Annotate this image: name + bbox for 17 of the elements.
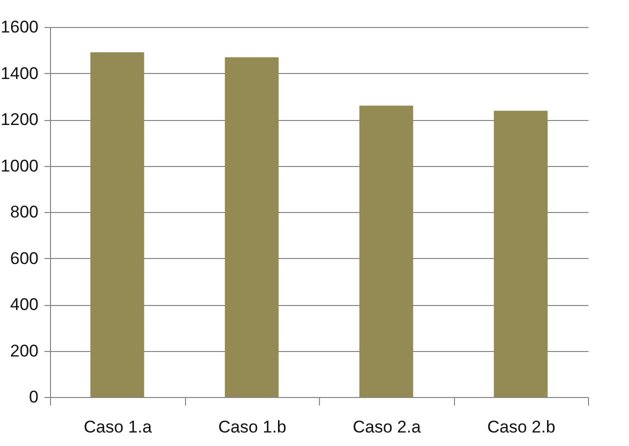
x-tick-label: Caso 2.a <box>352 418 422 436</box>
bar <box>224 57 279 397</box>
x-tick-label: Caso 2.b <box>487 418 556 436</box>
x-tick-label: Caso 1.b <box>218 418 286 436</box>
x-tick-label: Caso 1.a <box>84 418 152 436</box>
bar <box>359 106 414 397</box>
y-tick-label: 400 <box>10 295 38 314</box>
y-tick-label: 600 <box>10 248 38 268</box>
y-tick-label: 800 <box>10 202 38 222</box>
y-tick-label: 200 <box>10 341 38 360</box>
y-tick-label: 1400 <box>0 64 38 83</box>
bar <box>494 110 548 397</box>
y-tick-label: 1000 <box>0 156 38 176</box>
y-tick-label: 0 <box>29 388 38 406</box>
bar <box>90 52 144 397</box>
y-tick-label: 1200 <box>0 110 38 129</box>
y-tick-label: 1600 <box>0 18 38 36</box>
